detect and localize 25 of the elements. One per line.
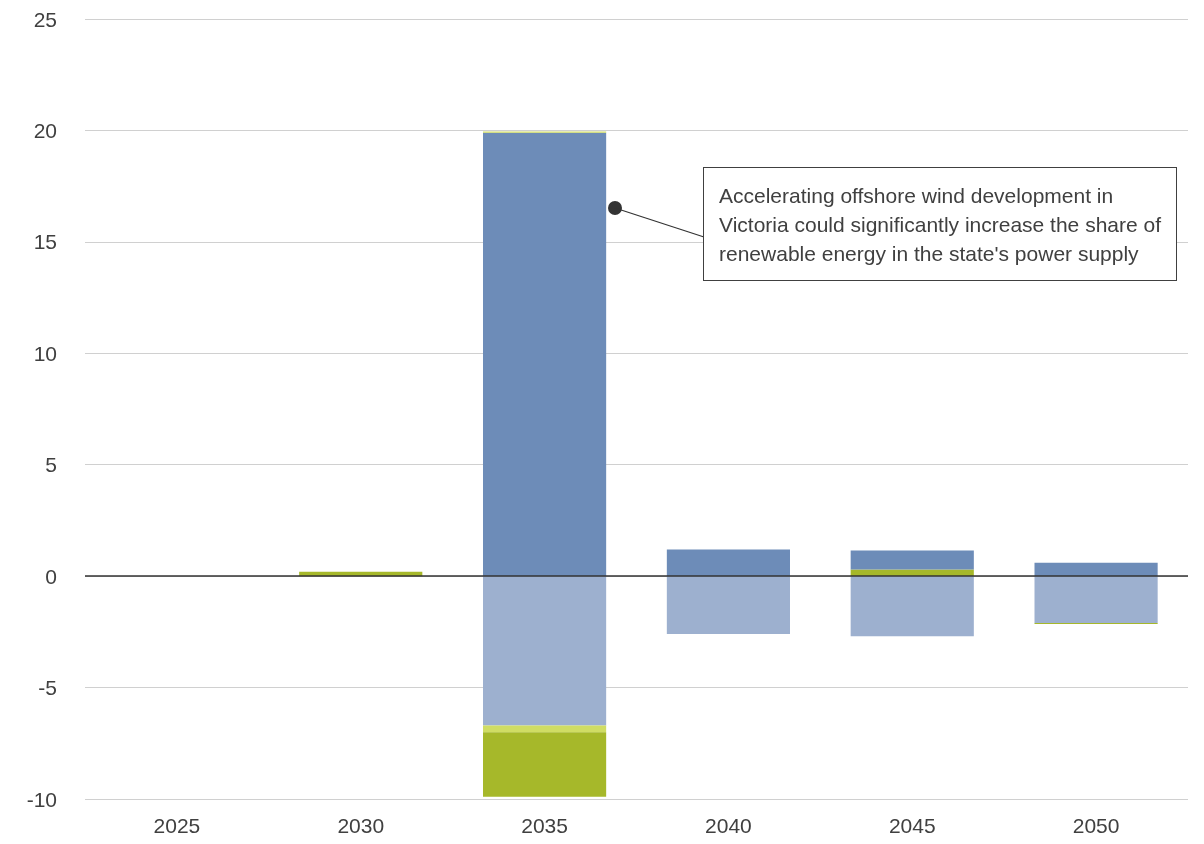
y-tick-label: 5 <box>45 453 57 477</box>
bar <box>850 550 974 570</box>
y-tick-label: 10 <box>33 341 57 365</box>
y-tick-label: 20 <box>33 118 57 142</box>
bar <box>1034 576 1158 623</box>
bar <box>483 576 607 726</box>
annotation: Accelerating offshore wind development in Victoria could significantly increase the share of renewable energy in the state's power supply <box>703 167 1177 281</box>
y-tick-label: -5 <box>38 676 57 700</box>
y-tick-label: 0 <box>45 564 57 588</box>
y-tick-label: 25 <box>33 7 57 31</box>
y-tick-label: 15 <box>33 230 57 254</box>
bar <box>666 549 790 577</box>
x-tick-label: 2030 <box>337 814 385 837</box>
bar <box>850 576 974 637</box>
x-tick-label: 2045 <box>888 814 936 837</box>
x-tick-label: 2025 <box>153 814 201 837</box>
x-tick-label: 2040 <box>705 814 752 837</box>
bar <box>1034 562 1158 577</box>
x-tick-label: 2050 <box>1072 814 1120 837</box>
x-tick-label: 2035 <box>521 814 568 837</box>
bar <box>483 132 607 577</box>
bar <box>483 725 607 733</box>
y-tick-label: -10 <box>26 787 57 811</box>
bar <box>666 576 790 635</box>
bar <box>483 732 607 797</box>
